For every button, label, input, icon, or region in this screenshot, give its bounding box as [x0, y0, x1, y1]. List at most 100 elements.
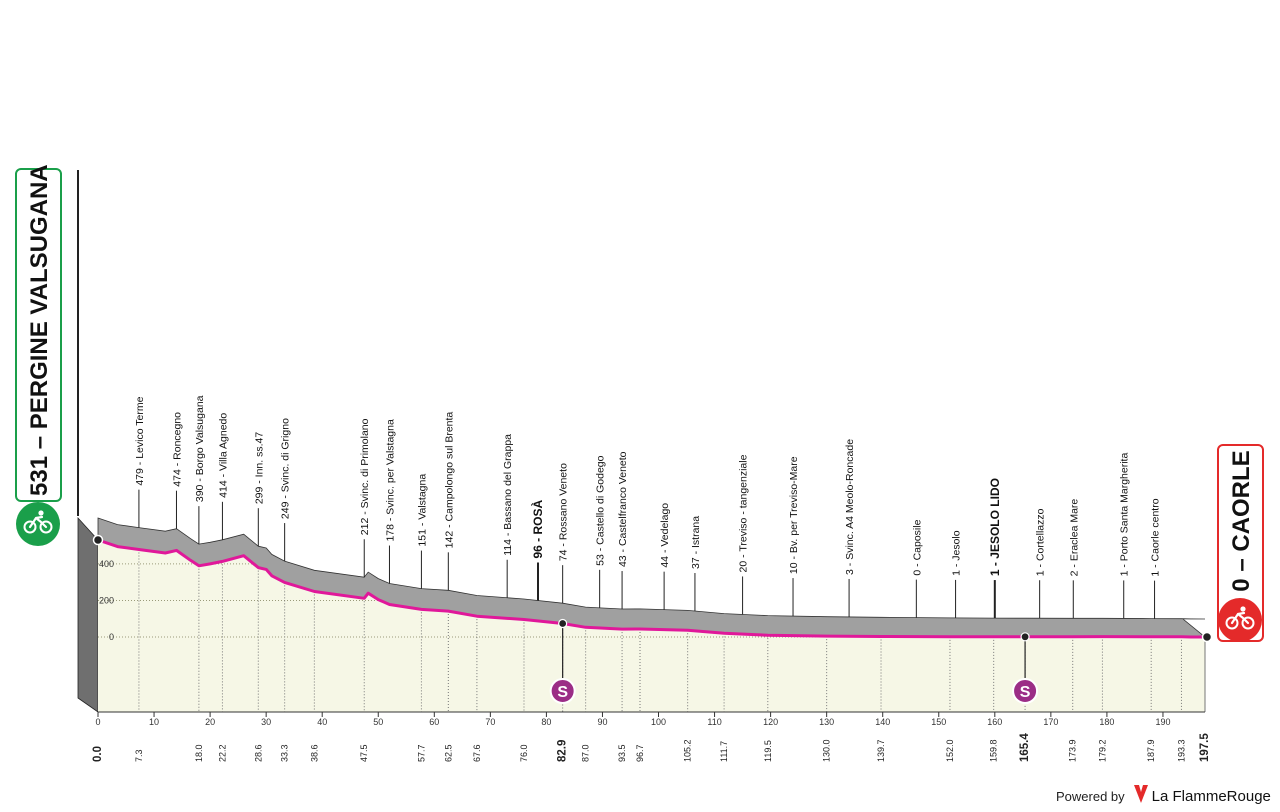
x-tick-label: 80 [541, 717, 551, 727]
place-label: 151 - Valstagna [416, 474, 428, 547]
km-distance-label: 197.5 [1199, 733, 1211, 762]
place-label: 299 - Inn. ss.47 [253, 432, 265, 505]
km-distance-label: 28.6 [253, 744, 263, 762]
flame-rouge-logo-icon [1133, 784, 1149, 809]
sprint-dot [558, 618, 568, 629]
finish-badge [1218, 598, 1262, 642]
sprint-badge-label: S [1020, 684, 1031, 701]
cyclist-icon [23, 509, 53, 540]
km-distance-label: 93.5 [617, 744, 627, 762]
x-tick-label: 100 [651, 717, 666, 727]
km-distance-label: 187.9 [1146, 739, 1156, 762]
km-distance-label: 7.3 [134, 749, 144, 762]
sprint-badge [549, 678, 576, 704]
footer: Powered by La FlammeRouge [1056, 784, 1271, 808]
brand-name: La FlammeRouge [1151, 787, 1271, 805]
km-distance-label: 159.8 [989, 739, 999, 762]
place-label: 1 - Jesolo [951, 530, 963, 576]
chart-axes [97, 711, 1205, 717]
place-label: 114 - Bassano del Grappa [502, 434, 514, 556]
x-tick-label: 60 [429, 717, 439, 727]
sprint-badge-label: S [557, 684, 568, 701]
km-distance-label: 82.9 [557, 740, 569, 762]
x-tick-label: 20 [205, 717, 215, 727]
y-tick-label: 0 [109, 632, 114, 642]
profile-background [77, 170, 1207, 713]
x-tick-label: 160 [987, 717, 1002, 727]
x-tick-label: 110 [707, 717, 721, 727]
place-label: 53 - Castello di Godego [595, 455, 607, 565]
km-distance-label: 33.3 [280, 744, 290, 762]
start-dot [92, 534, 104, 546]
km-distance-label: 130.0 [822, 739, 832, 762]
place-label: 1 - JESOLO LIDO [988, 478, 1002, 576]
profile-left-wall [77, 516, 99, 713]
place-label: 249 - Svinc. di Grigno [280, 418, 292, 519]
place-label: 414 - Villa Agnedo [217, 413, 229, 498]
profile-fill [98, 540, 1205, 712]
place-label: 474 - Roncegno [171, 412, 183, 487]
km-distance-label: 38.6 [309, 744, 319, 762]
sprint-badge [1012, 678, 1039, 704]
place-label: 43 - Castelfranco Veneto [617, 451, 629, 567]
x-tick-label: 70 [485, 717, 495, 727]
finish-dot [1201, 631, 1213, 643]
route-path [97, 538, 1205, 639]
x-tick-label: 10 [149, 717, 159, 727]
km-distance-label: 22.2 [217, 744, 227, 762]
finish-label: 0 – CAORLE [1228, 450, 1255, 592]
km-distance-label: 67.6 [472, 744, 482, 762]
km-distance-label: 18.0 [194, 744, 204, 762]
place-label: 390 - Borgo Valsugana [194, 395, 206, 502]
place-label: 1 - Porto Santa Margherita [1119, 453, 1131, 577]
y-tick-label: 200 [99, 595, 114, 605]
x-tick-label: 0 [95, 717, 100, 727]
sprint-dot [1020, 632, 1030, 642]
cyclist-icon [1225, 605, 1255, 636]
x-tick-label: 190 [1155, 717, 1170, 727]
place-label: 74 - Rossano Veneto [558, 463, 570, 561]
km-distance-label: 105.2 [683, 739, 693, 762]
km-distance-label: 119.5 [763, 740, 773, 762]
start-card: 531 – PERGINE VALSUGANA [15, 164, 62, 546]
place-label: 1 - Cortellazzo [1035, 508, 1047, 576]
place-label: 0 - Caposile [911, 519, 923, 575]
place-label: 20 - Treviso - tangenziale [738, 454, 750, 572]
place-label: 10 - Bv. per Treviso-Mare [788, 456, 800, 574]
x-tick-label: 180 [1099, 717, 1114, 727]
start-label: 531 – PERGINE VALSUGANA [26, 164, 53, 496]
x-tick-label: 150 [931, 717, 946, 727]
x-tick-label: 120 [763, 717, 778, 727]
km-distance-label: 47.5 [359, 744, 369, 762]
start-badge [16, 502, 60, 546]
km-distance-label: 62.5 [443, 744, 453, 762]
place-label: 2 - Eraclea Mare [1068, 499, 1080, 577]
place-label: 212 - Svinc. di Primolano [359, 418, 371, 535]
x-tick-label: 90 [597, 717, 607, 727]
place-label: 44 - Vedelago [659, 503, 671, 568]
chart-labels: 0 200 400 0 10 20 30 40 50 60 70 80 90 100 110 120 130 14… [92, 559, 1211, 762]
km-distance-label: 173.9 [1068, 739, 1078, 762]
km-distance-label: 179.2 [1097, 739, 1107, 762]
place-label: 1 - Caorle centro [1150, 498, 1162, 576]
km-distance-label: 0.0 [92, 746, 104, 762]
km-distance-label: 96.7 [635, 744, 645, 762]
place-markers: 479 - Levico Terme 474 - Roncegno 390 - Bo… [134, 395, 1162, 619]
x-tick-label: 40 [317, 717, 327, 727]
place-label: 178 - Svinc. per Valstagna [384, 419, 396, 542]
km-distance-label: 111.7 [719, 741, 729, 762]
km-distance-label: 76.0 [519, 744, 529, 762]
finish-card: 0 – CAORLE [1217, 444, 1264, 642]
x-tick-label: 130 [819, 717, 834, 727]
place-label: 96 - ROSÀ [530, 499, 545, 558]
place-label: 479 - Levico Terme [134, 396, 146, 485]
place-label: 3 - Svinc. A4 Meolo-Roncade [844, 439, 856, 575]
x-tick-label: 170 [1043, 717, 1058, 727]
x-tick-label: 140 [875, 717, 890, 727]
km-distance-label: 87.0 [581, 744, 591, 762]
place-label: 37 - Istrana [690, 516, 702, 569]
powered-by-text: Powered by [1056, 788, 1125, 804]
y-tick-label: 400 [99, 559, 114, 569]
